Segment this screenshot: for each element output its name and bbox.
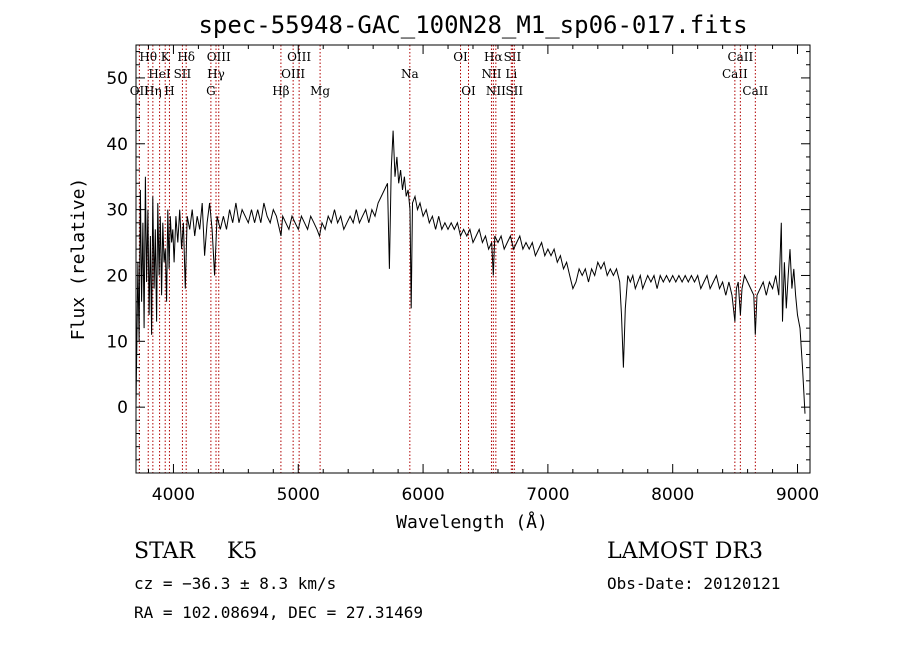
obs-date: Obs-Date: 20120121 — [607, 574, 781, 593]
line-label-12: OIII — [281, 67, 305, 81]
chart-title: spec-55948-GAC_100N28_M1_sp06-017.fits — [198, 11, 747, 39]
ra-dec: RA = 102.08694, DEC = 27.31469 — [134, 603, 423, 622]
x-tick-label-4000: 4000 — [152, 485, 195, 505]
line-label-18: NII — [481, 67, 501, 81]
line-label-17: OI — [461, 84, 476, 98]
x-tick-label-9000: 9000 — [776, 485, 819, 505]
line-label-4: K — [161, 50, 171, 64]
line-label-2: Hη — [144, 84, 162, 98]
y-tick-label-10: 10 — [106, 332, 128, 352]
axes: 4000 5000 6000 7000 8000 9000 0 10 20 30 40 50 — [106, 45, 819, 505]
y-tick-label-0: 0 — [117, 398, 128, 418]
line-label-22: SII — [504, 50, 522, 64]
spectrum-line-0 — [135, 130, 806, 414]
plot-frame — [135, 44, 811, 474]
y-tick-label-50: 50 — [106, 69, 128, 89]
cz-value: cz = −36.3 ± 8.3 km/s — [134, 574, 337, 593]
x-tick-label-7000: 7000 — [526, 485, 569, 505]
subclass-label: K5 — [227, 539, 258, 564]
line-label-14: Mg — [310, 84, 330, 98]
y-tick-label-30: 30 — [106, 201, 128, 221]
survey-label: LAMOST DR3 — [607, 539, 763, 564]
line-label-8: G — [206, 84, 216, 98]
line-label-25: CaII — [727, 50, 753, 64]
x-tick-label-6000: 6000 — [401, 485, 444, 505]
line-label-26: CaII — [742, 84, 768, 98]
line-label-10: OIII — [207, 50, 231, 64]
spectrum-series — [135, 130, 806, 414]
x-tick-label-5000: 5000 — [277, 485, 320, 505]
y-tick-label-20: 20 — [106, 266, 128, 286]
line-label-5: H — [164, 84, 174, 98]
x-axis-label: Wavelength (Å) — [396, 511, 548, 533]
line-label-9: Hγ — [207, 67, 225, 81]
line-label-7: Hδ — [177, 50, 195, 64]
line-label-11: Hβ — [272, 84, 289, 98]
line-label-6: SII — [174, 67, 192, 81]
line-label-15: Na — [401, 67, 419, 81]
line-label-23: SII — [505, 84, 523, 98]
line-label-1: Hθ — [139, 50, 157, 64]
spectral-line-markers: OIIHθHηHeIKHSIIHδGHγOIIIHβOIIIOIIIMgNaOI… — [130, 45, 768, 473]
line-label-16: OI — [453, 50, 468, 64]
y-tick-label-40: 40 — [106, 135, 128, 155]
line-label-13: OIII — [287, 50, 311, 64]
line-label-20: NII — [486, 84, 506, 98]
line-label-24: CaII — [722, 67, 748, 81]
line-label-3: HeI — [148, 67, 171, 81]
y-axis-label: Flux (relative) — [68, 178, 89, 341]
x-tick-label-8000: 8000 — [651, 485, 694, 505]
line-label-19: Hα — [484, 50, 503, 64]
class-label: STAR — [134, 539, 195, 564]
line-label-21: Li — [505, 67, 517, 81]
object-class: STAR K5 — [134, 539, 257, 564]
